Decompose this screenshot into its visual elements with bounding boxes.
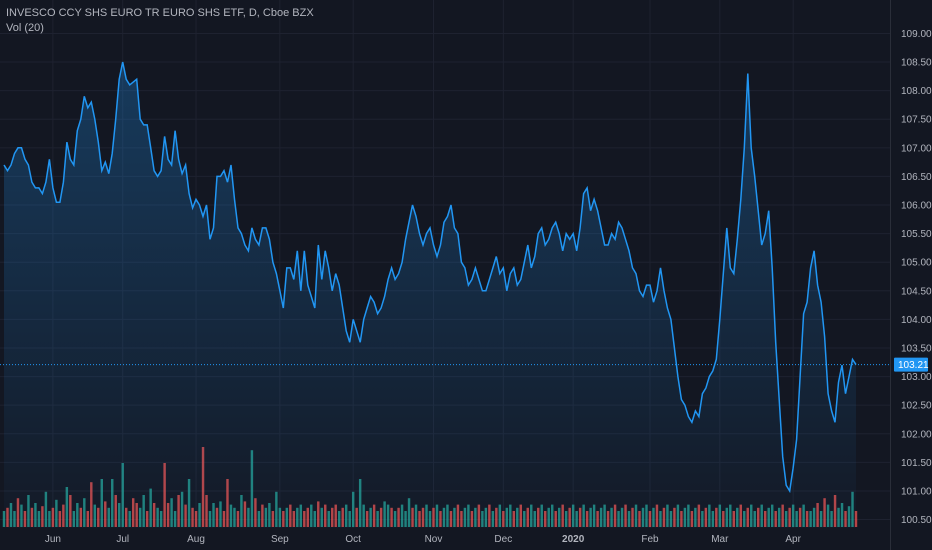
- price-tick-label: 105.00: [901, 258, 932, 269]
- price-tick-label: 104.50: [901, 286, 932, 297]
- price-tick-label: 108.50: [901, 58, 932, 69]
- time-tick-label: Aug: [187, 534, 205, 545]
- price-tick-label: 106.00: [901, 201, 932, 212]
- volume-indicator-label[interactable]: Vol (20): [6, 22, 44, 34]
- price-tick-label: 104.00: [901, 315, 932, 326]
- time-tick-label: Mar: [711, 534, 729, 545]
- last-price-label: 103.21: [898, 360, 929, 371]
- price-tick-label: 100.50: [901, 515, 932, 526]
- time-tick-label: Jul: [116, 534, 129, 545]
- price-tick-label: 102.00: [901, 429, 932, 440]
- time-tick-label: Dec: [494, 534, 512, 545]
- price-tick-label: 109.00: [901, 29, 932, 40]
- time-tick-label: Apr: [785, 534, 801, 545]
- price-tick-label: 101.00: [901, 486, 932, 497]
- time-tick-label: Sep: [271, 534, 289, 545]
- time-tick-label: Jun: [45, 534, 61, 545]
- price-area-fill: [4, 62, 856, 528]
- price-tick-label: 105.50: [901, 229, 932, 240]
- symbol-title[interactable]: INVESCO CCY SHS EURO TR EURO SHS ETF, D,…: [6, 7, 314, 19]
- chart-legend: INVESCO CCY SHS EURO TR EURO SHS ETF, D,…: [6, 6, 314, 36]
- price-line: [3, 61, 857, 494]
- time-tick-label: Nov: [425, 534, 443, 545]
- price-tick-label: 106.50: [901, 172, 932, 183]
- time-tick-label: Oct: [345, 534, 361, 545]
- price-tick-label: 103.00: [901, 372, 932, 383]
- price-tick-label: 101.50: [901, 458, 932, 469]
- price-axis[interactable]: 109.00 108.50 108.00 107.50 107.00 106.50 106.…: [901, 29, 932, 526]
- last-price-tag: 103.21: [894, 357, 929, 372]
- time-tick-label: Feb: [641, 534, 659, 545]
- price-tick-label: 107.50: [901, 115, 932, 126]
- price-tick-label: 103.50: [901, 343, 932, 354]
- time-axis[interactable]: Jun Jul Aug Sep Oct Nov Dec 2020 Feb Mar Apr: [45, 534, 802, 545]
- price-tick-label: 108.00: [901, 86, 932, 97]
- price-tick-label: 107.00: [901, 143, 932, 154]
- price-tick-label: 102.50: [901, 401, 932, 412]
- time-tick-label: 2020: [562, 534, 585, 545]
- last-price-tag-bg: [894, 357, 928, 372]
